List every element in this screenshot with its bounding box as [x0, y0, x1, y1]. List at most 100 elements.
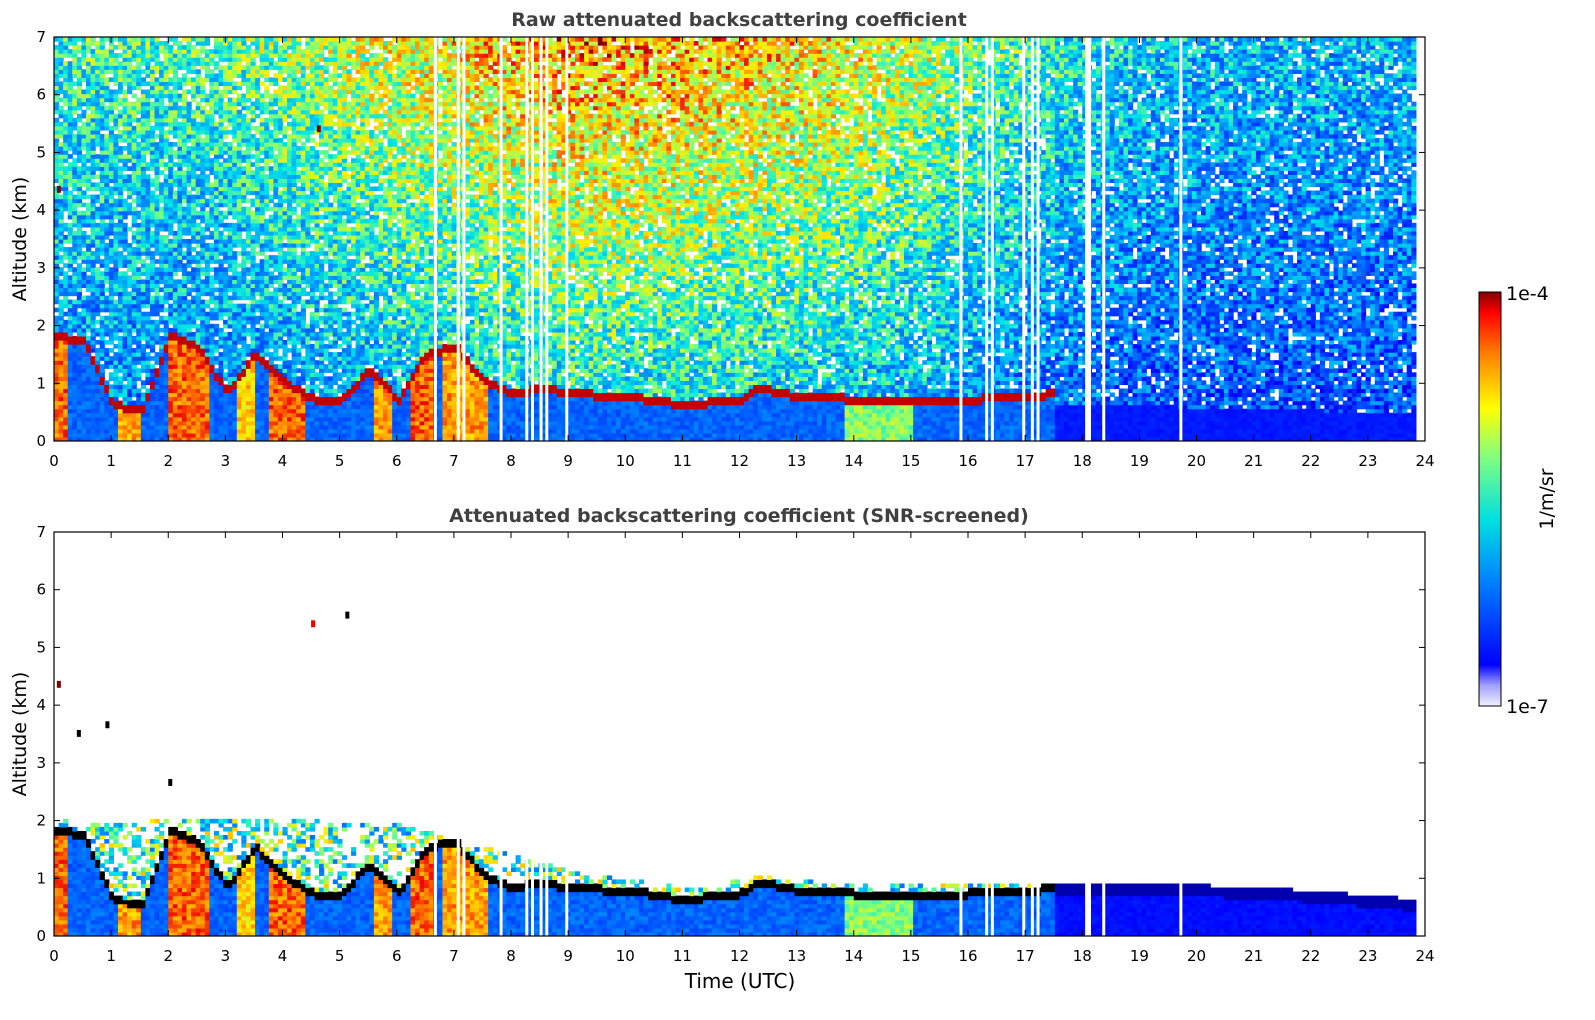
heatmap-cell	[141, 267, 146, 272]
heatmap-cell	[81, 203, 86, 208]
heatmap-cell	[81, 114, 86, 119]
heatmap-cell	[81, 53, 86, 58]
heatmap-cell	[141, 106, 146, 111]
heatmap-cell	[118, 203, 123, 208]
heatmap-cell	[118, 393, 123, 398]
heatmap-cell	[123, 372, 128, 377]
heatmap-cell	[145, 207, 150, 212]
heatmap-cell	[104, 122, 109, 127]
heatmap-cell	[72, 380, 77, 385]
heatmap-cell	[77, 118, 82, 123]
heatmap-cell	[118, 316, 123, 321]
heatmap-cell	[118, 388, 123, 393]
heatmap-cell	[132, 300, 137, 305]
heatmap-cell	[132, 106, 137, 111]
heatmap-cell	[109, 166, 114, 171]
heatmap-cell	[77, 376, 82, 381]
heatmap-cell	[81, 348, 86, 353]
heatmap-cell	[72, 247, 77, 252]
heatmap-cell	[91, 409, 96, 414]
heatmap-cell	[100, 37, 105, 42]
heatmap-cell	[145, 247, 150, 252]
heatmap-cell	[63, 372, 68, 377]
heatmap-cell	[63, 397, 68, 402]
heatmap-cell	[63, 98, 68, 103]
heatmap-cell	[86, 397, 91, 402]
heatmap-cell	[91, 251, 96, 256]
heatmap-cell	[127, 312, 132, 317]
heatmap-cell	[155, 433, 160, 438]
heatmap-cell	[54, 118, 59, 123]
heatmap-cell	[109, 150, 114, 155]
heatmap-cell	[72, 308, 77, 313]
heatmap-cell	[155, 267, 160, 272]
heatmap-cell	[155, 300, 160, 305]
heatmap-cell	[54, 409, 59, 414]
heatmap-cell	[86, 65, 91, 70]
heatmap-cell	[63, 170, 68, 175]
heatmap-cell	[54, 122, 59, 127]
heatmap-cell	[136, 409, 141, 414]
heatmap-cell	[100, 227, 105, 232]
heatmap-cell	[118, 324, 123, 329]
heatmap-cell	[127, 106, 132, 111]
heatmap-cell	[127, 186, 132, 191]
heatmap-cell	[68, 182, 73, 187]
heatmap-cell	[59, 324, 64, 329]
heatmap-cell	[95, 85, 100, 90]
heatmap-cell	[136, 170, 141, 175]
heatmap-cell	[132, 69, 137, 74]
heatmap-cell	[63, 73, 68, 78]
heatmap-cell	[109, 69, 114, 74]
heatmap-cell	[136, 421, 141, 426]
heatmap-cell	[127, 166, 132, 171]
heatmap-cell	[72, 166, 77, 171]
heatmap-cell	[104, 94, 109, 99]
heatmap-cell	[150, 199, 155, 204]
heatmap-cell	[54, 146, 59, 151]
heatmap-cell	[141, 409, 146, 414]
heatmap-cell	[68, 61, 73, 66]
heatmap-cell	[132, 421, 137, 426]
heatmap-cell	[104, 409, 109, 414]
heatmap-cell	[123, 235, 128, 240]
heatmap-cell	[86, 384, 91, 389]
heatmap-cell	[113, 186, 118, 191]
heatmap-cell	[54, 102, 59, 107]
heatmap-cell	[81, 94, 86, 99]
heatmap-cell	[86, 130, 91, 135]
heatmap-cell	[77, 283, 82, 288]
heatmap-cell	[145, 37, 150, 42]
heatmap-cell	[136, 122, 141, 127]
heatmap-cell	[59, 203, 64, 208]
heatmap-cell	[104, 287, 109, 292]
heatmap-cell	[155, 162, 160, 167]
heatmap-cell	[127, 263, 132, 268]
heatmap-cell	[81, 170, 86, 175]
heatmap-cell	[100, 340, 105, 345]
heatmap-cell	[91, 376, 96, 381]
raw-heatmap	[54, 37, 1416, 442]
heatmap-cell	[113, 90, 118, 95]
heatmap-cell	[132, 433, 137, 438]
heatmap-cell	[54, 364, 59, 369]
heatmap-cell	[72, 178, 77, 183]
heatmap-cell	[100, 53, 105, 58]
heatmap-cell	[109, 61, 114, 66]
heatmap-cell	[72, 405, 77, 410]
heatmap-cell	[123, 57, 128, 62]
heatmap-cell	[113, 320, 118, 325]
heatmap-cell	[77, 219, 82, 224]
heatmap-cell	[109, 376, 114, 381]
heatmap-cell	[104, 98, 109, 103]
heatmap-cell	[63, 182, 68, 187]
heatmap-cell	[100, 279, 105, 284]
heatmap-cell	[91, 146, 96, 151]
heatmap-cell	[100, 231, 105, 236]
heatmap-cell	[59, 401, 64, 406]
heatmap-cell	[77, 235, 82, 240]
heatmap-cell	[104, 380, 109, 385]
heatmap-cell	[123, 239, 128, 244]
heatmap-cell	[54, 344, 59, 349]
heatmap-cell	[68, 98, 73, 103]
